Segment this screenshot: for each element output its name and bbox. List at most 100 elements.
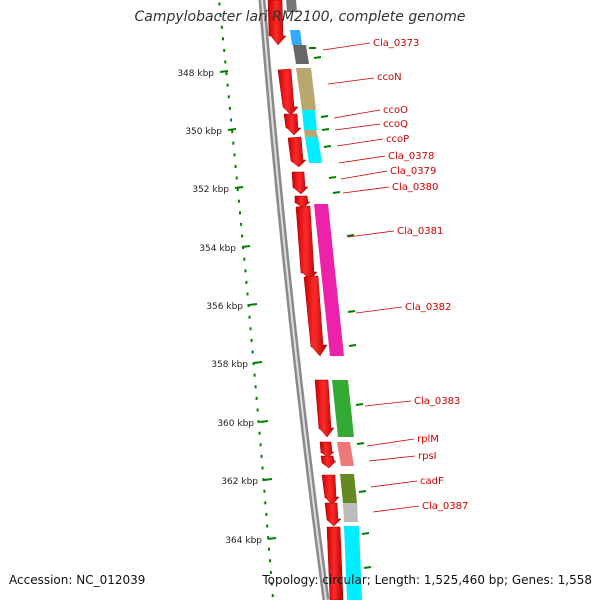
gene-arrow[interactable] (303, 275, 328, 357)
feature-tick (323, 145, 332, 148)
kbp-label: 358 kbp (211, 360, 248, 370)
ruler-dot (237, 199, 240, 203)
feature-tick (356, 442, 365, 445)
ruler-major-ticks (219, 70, 277, 540)
gene-label[interactable]: Cla_0382 (405, 302, 451, 313)
gene-label[interactable]: ccoO (383, 105, 408, 116)
gene-label[interactable]: Cla_0387 (422, 501, 468, 512)
ruler-dot (262, 478, 265, 482)
leader-line (340, 170, 388, 180)
gene-arrow[interactable] (314, 379, 335, 438)
cog-block (296, 68, 316, 110)
cog-block (290, 30, 302, 45)
ruler-dot (228, 106, 231, 110)
major-tick (259, 420, 269, 423)
ruler-dot (224, 60, 227, 64)
gene-labels: Cla_0373 ccoN ccoO ccoQ ccoP Cla_0378 Cl… (373, 38, 468, 512)
major-tick (227, 128, 237, 131)
cog-block (344, 526, 362, 600)
ruler-dot (234, 164, 237, 168)
gene-label[interactable]: cadF (420, 476, 444, 487)
ruler-dot (268, 547, 270, 551)
cds-track (267, 0, 344, 600)
feature-tick (348, 344, 357, 347)
major-tick (267, 537, 277, 540)
feature-tick (313, 56, 322, 59)
leader-line (334, 123, 381, 131)
gene-arrow[interactable] (277, 68, 299, 116)
leader-line (370, 480, 418, 488)
leader-line (355, 306, 403, 314)
cog-block (340, 474, 357, 503)
ruler-dot (270, 582, 273, 586)
major-tick (219, 70, 229, 73)
leader-line (322, 42, 371, 51)
gene-arrow[interactable] (319, 441, 335, 458)
genome-summary: Topology: circular; Length: 1,525,460 bp… (262, 573, 592, 587)
gene-arrow[interactable] (321, 474, 340, 506)
ruler-dot (222, 37, 224, 41)
ruler-dot (252, 362, 255, 366)
feature-tick (320, 115, 329, 118)
ruler-dot (253, 373, 256, 377)
major-tick (241, 245, 251, 248)
gene-label[interactable]: rpsI (418, 451, 437, 462)
genome-backbone-highlight (261, 0, 327, 600)
kbp-label: 360 kbp (217, 419, 254, 429)
gene-label[interactable]: Cla_0373 (373, 38, 419, 49)
gene-arrow[interactable] (294, 195, 311, 209)
ruler-dot (233, 153, 236, 157)
gene-arrow[interactable] (320, 455, 337, 469)
gene-arrow[interactable] (283, 113, 302, 136)
ruler-dot (269, 559, 271, 563)
gene-label[interactable]: Cla_0381 (397, 226, 443, 237)
gene-label[interactable]: Cla_0383 (414, 396, 460, 407)
gene-arrow[interactable] (287, 136, 307, 168)
gene-label[interactable]: ccoP (386, 134, 409, 145)
cog-block (305, 137, 322, 163)
gene-label[interactable]: Cla_0380 (392, 182, 438, 193)
cog-block (337, 442, 354, 466)
gene-label[interactable]: ccoQ (383, 119, 408, 130)
ruler-dot (255, 396, 258, 400)
kbp-label: 364 kbp (225, 536, 262, 546)
ruler-dot (271, 594, 274, 598)
cog-block (286, 0, 297, 12)
ruler-dot (232, 141, 235, 145)
gene-label[interactable]: Cla_0379 (390, 166, 436, 177)
leader-line (336, 138, 384, 147)
gene-arrow[interactable] (267, 0, 287, 46)
gene-label[interactable]: ccoN (377, 72, 402, 83)
leader-line (333, 109, 381, 119)
outer-feature-ticks (309, 47, 372, 569)
gene-arrow[interactable] (326, 526, 344, 600)
gene-arrow[interactable] (291, 171, 309, 195)
ruler-dot (246, 292, 249, 296)
leader-line (342, 186, 390, 194)
cog-block (343, 503, 358, 522)
gene-arrow[interactable] (324, 502, 342, 527)
ruler-dot (239, 211, 241, 215)
major-tick (248, 303, 258, 306)
ruler-dot (259, 443, 262, 447)
gene-arrow[interactable] (295, 205, 318, 281)
feature-tick (332, 191, 341, 194)
ruler-dot (249, 327, 252, 331)
gene-label[interactable]: Cla_0378 (388, 151, 434, 162)
ruler-dot (247, 304, 250, 308)
ruler-dot (244, 269, 247, 273)
ruler-dot (220, 25, 223, 29)
feature-tick (347, 310, 356, 313)
leader-line (347, 230, 395, 238)
ruler-dot (218, 2, 221, 6)
gene-label[interactable]: rplM (417, 434, 439, 445)
feature-tick (355, 403, 364, 406)
label-leaders (322, 42, 420, 513)
ruler-dot (258, 431, 261, 435)
accession-label: Accession: NC_012039 (9, 573, 146, 587)
major-tick (263, 478, 273, 481)
leader-line (368, 455, 416, 462)
leader-line (366, 438, 415, 447)
